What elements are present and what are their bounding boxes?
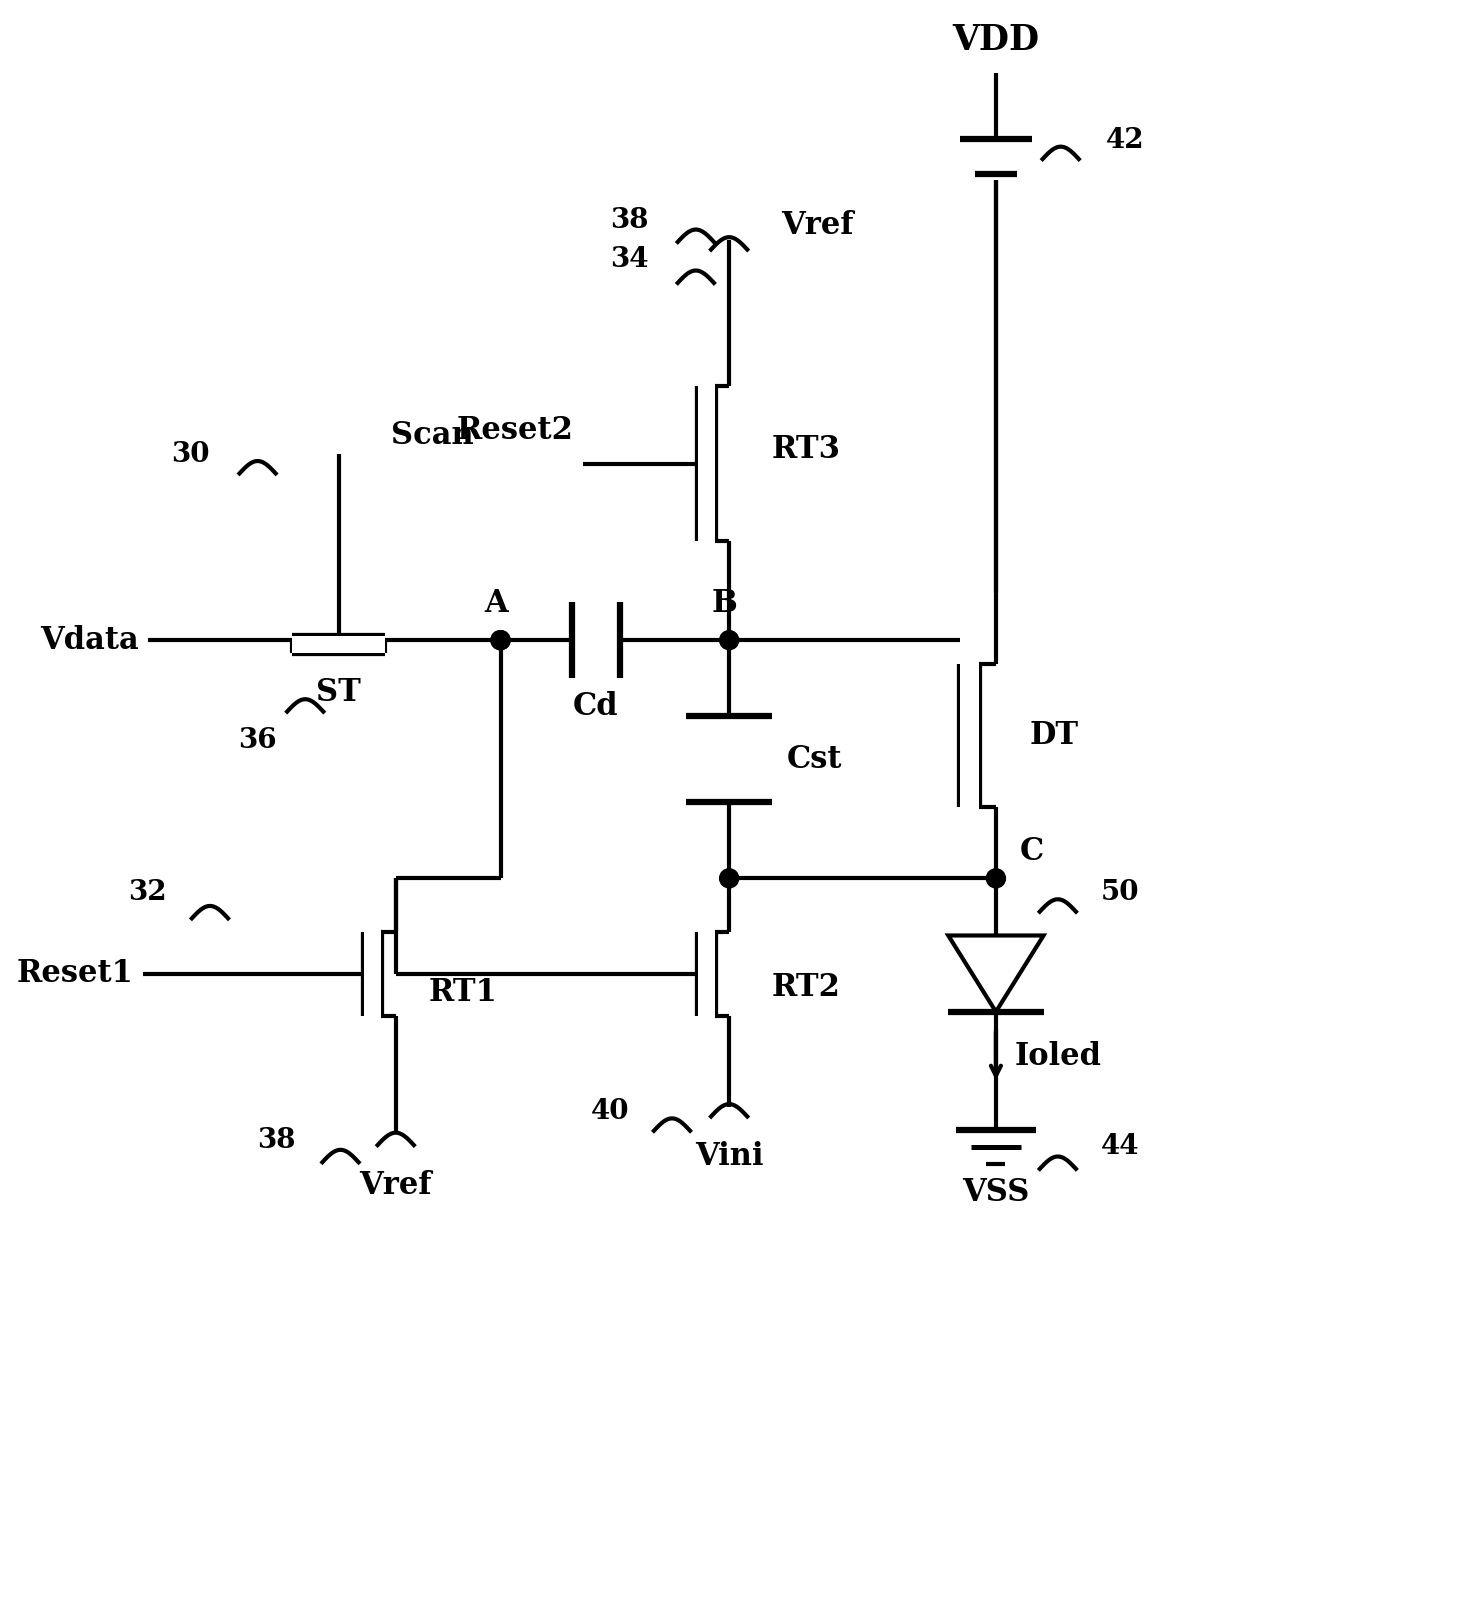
Circle shape bbox=[720, 869, 739, 888]
Bar bbox=[698, 387, 715, 542]
Text: 42: 42 bbox=[1106, 126, 1144, 154]
Bar bbox=[293, 636, 385, 654]
Text: C: C bbox=[1020, 837, 1045, 867]
Text: Vdata: Vdata bbox=[40, 625, 139, 655]
Text: VDD: VDD bbox=[952, 23, 1040, 57]
Text: 40: 40 bbox=[591, 1099, 629, 1125]
Text: Cst: Cst bbox=[786, 744, 841, 775]
Bar bbox=[364, 932, 382, 1016]
Text: 34: 34 bbox=[610, 246, 648, 272]
Circle shape bbox=[986, 869, 1005, 888]
Text: VSS: VSS bbox=[963, 1178, 1030, 1209]
Circle shape bbox=[492, 631, 511, 650]
Text: 38: 38 bbox=[610, 207, 648, 235]
Text: Reset1: Reset1 bbox=[18, 958, 133, 989]
Circle shape bbox=[720, 631, 739, 650]
Text: 36: 36 bbox=[238, 726, 277, 754]
Text: Scan: Scan bbox=[391, 419, 474, 451]
Text: Vini: Vini bbox=[695, 1141, 764, 1171]
Text: 38: 38 bbox=[257, 1126, 296, 1154]
Bar bbox=[698, 932, 715, 1016]
Text: 32: 32 bbox=[129, 879, 167, 906]
Text: DT: DT bbox=[1030, 720, 1078, 751]
Text: 50: 50 bbox=[1100, 879, 1140, 906]
Text: 30: 30 bbox=[171, 440, 211, 468]
Text: Reset2: Reset2 bbox=[456, 416, 573, 447]
Text: RT1: RT1 bbox=[429, 977, 497, 1008]
Text: 44: 44 bbox=[1100, 1134, 1140, 1160]
Bar bbox=[960, 663, 979, 807]
Text: A: A bbox=[484, 589, 508, 620]
Text: Ioled: Ioled bbox=[1015, 1040, 1102, 1071]
Circle shape bbox=[492, 631, 511, 650]
Text: RT3: RT3 bbox=[772, 434, 841, 464]
Text: Vref: Vref bbox=[360, 1170, 432, 1201]
Text: RT2: RT2 bbox=[772, 972, 841, 1003]
Text: Vref: Vref bbox=[781, 210, 854, 241]
Text: ST: ST bbox=[316, 676, 361, 709]
Text: Cd: Cd bbox=[573, 691, 619, 722]
Text: B: B bbox=[711, 589, 737, 620]
